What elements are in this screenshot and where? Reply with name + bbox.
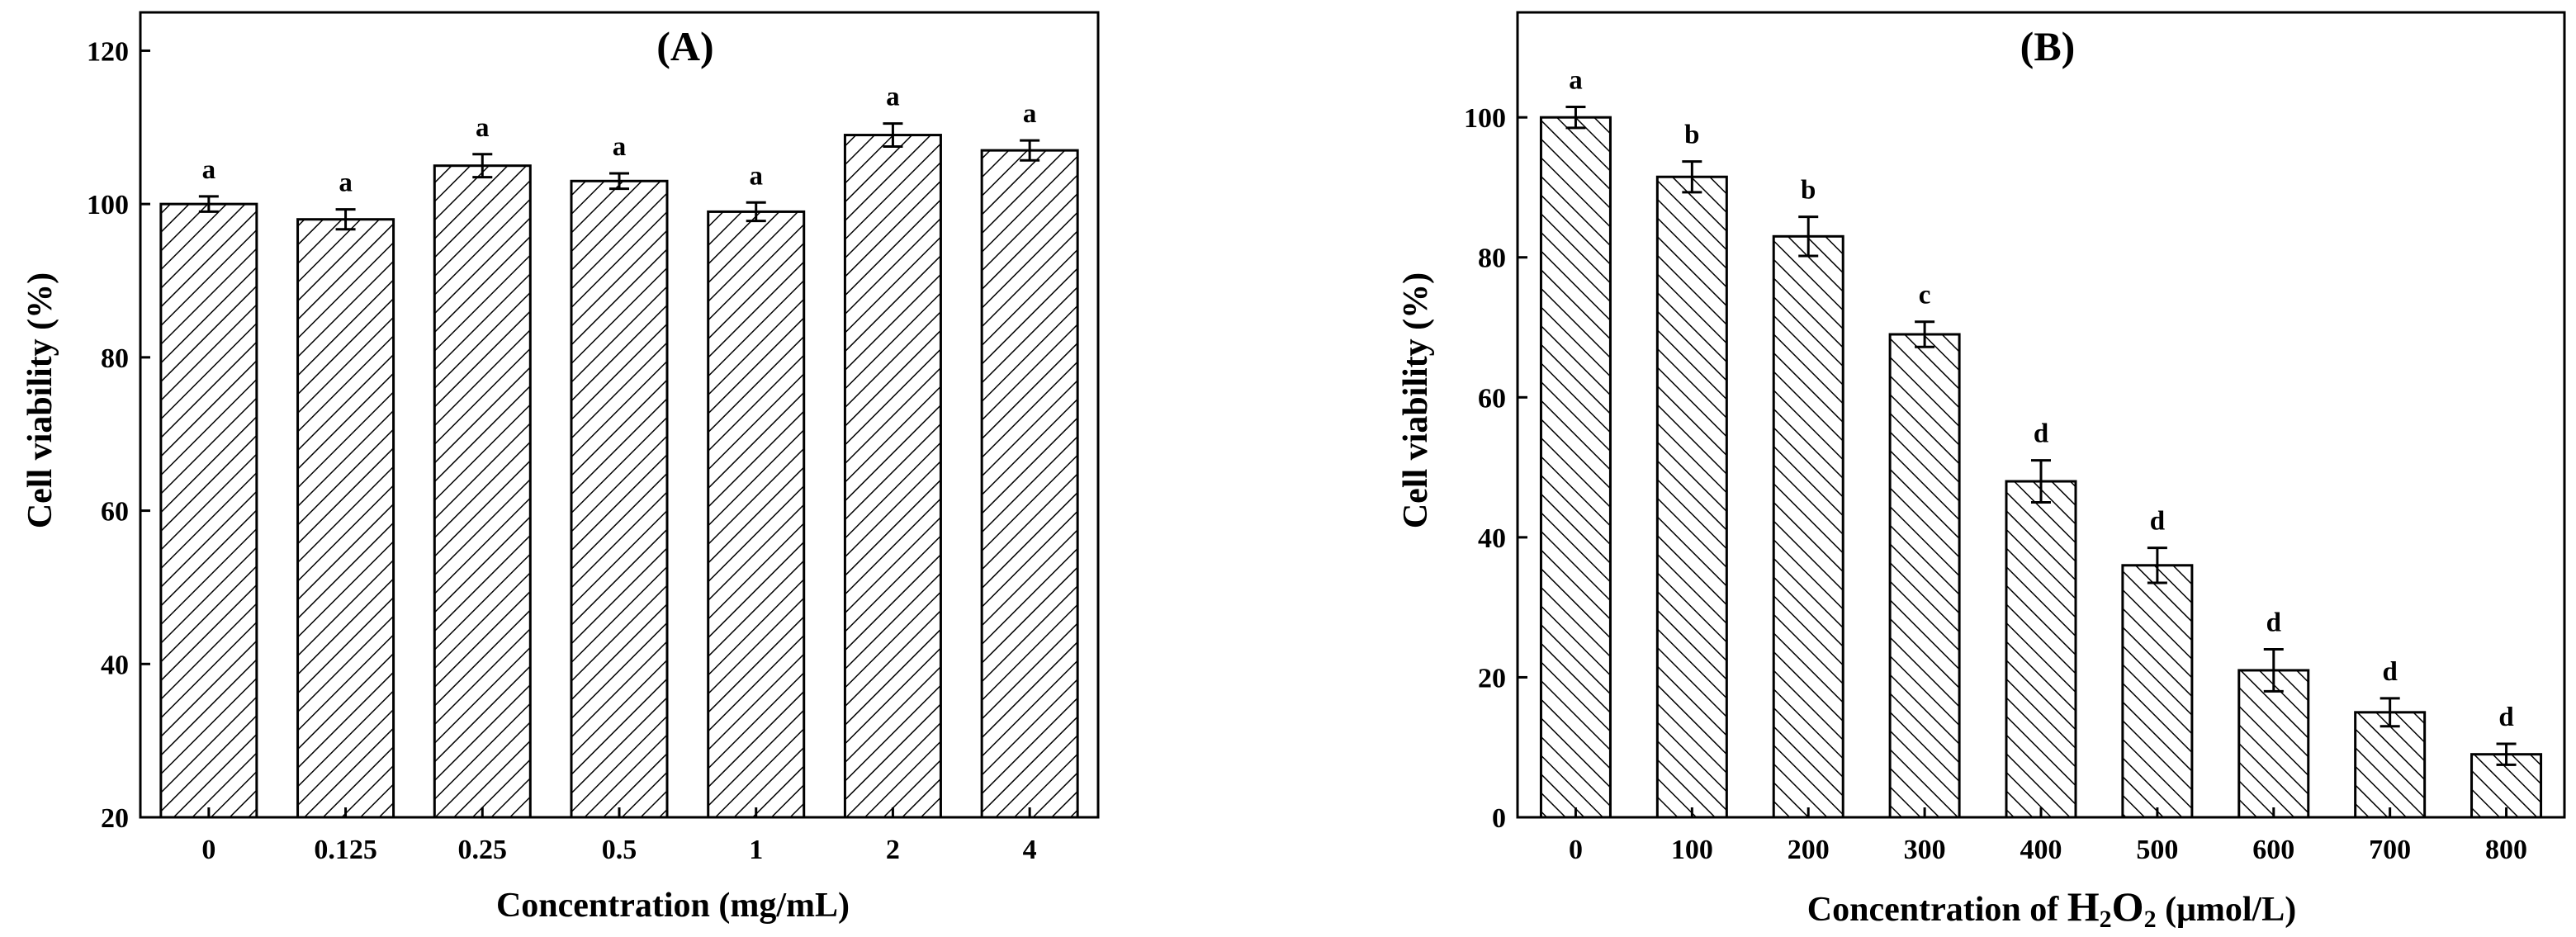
chart-a-x-tick-label: 0.25 [458,835,508,865]
chart-a-x-tick-label: 2 [886,835,900,865]
chart-b-x-axis: 0 100 200 300 400 500 600 700 800 [1569,807,2527,865]
chart-a-x-tick-label: 0.125 [314,835,377,865]
chart-b-significance-label: d [2034,419,2048,449]
chart-b-y-tick-label: 0 [1492,803,1506,834]
chart-a-y-axis: 20 40 60 80 100 120 [87,36,150,834]
chart-a-y-tick-label: 60 [101,497,129,528]
chart-b-x-axis-title-sub1: 2 [2100,906,2112,933]
chart-a-title: (A) [656,23,713,69]
chart-b-bar [1772,234,1844,819]
chart-b-significance-label: d [2382,657,2397,687]
chart-b-y-tick-label: 100 [1464,103,1506,134]
chart-a-x-tick-label: 0.5 [602,835,637,865]
chart-a-significance-label: a [613,132,627,162]
chart-b-x-tick-label: 400 [2020,835,2062,865]
chart-a-bar [570,179,669,819]
chart-b-y-tick-label: 60 [1478,383,1506,414]
chart-b-significance-label: a [1569,65,1583,95]
chart-b-x-axis-title-suffix: (μmol/L) [2157,891,2297,929]
chart-b-bar [1888,333,1961,819]
chart-b-y-tick-label: 80 [1478,244,1506,274]
chart-a-significance-label: a [1023,99,1037,129]
chart-b-x-tick-label: 600 [2252,835,2294,865]
chart-b-x-tick-label: 300 [1904,835,1946,865]
chart-a-y-tick-label: 80 [101,343,129,374]
chart-b-significance-label: c [1919,281,1931,310]
chart-a-bars: a a a a a a a [159,83,1079,819]
chart-b-bar [2121,564,2194,819]
chart-a-x-tick-label: 0 [201,835,215,865]
chart-a-bar [159,202,258,819]
chart-b-bar [1655,175,1728,819]
chart-b-y-tick-label: 20 [1478,663,1506,693]
chart-b-significance-label: d [2266,608,2281,638]
chart-b-significance-label: d [2498,703,2513,732]
chart-a-y-tick-label: 40 [101,650,129,680]
chart-a-bar [707,210,806,819]
chart-b: 0 20 40 60 80 100 a b b c d d d d d 0 100 200 300 400 500 6… [1397,11,2566,933]
chart-a-significance-label: a [476,113,490,143]
chart-b-bar [2005,480,2077,819]
chart-a-x-axis: 0 0.125 0.25 0.5 1 2 4 [201,807,1037,865]
chart-b-x-tick-label: 100 [1671,835,1713,865]
chart-b-x-axis-title-sub2: 2 [2144,906,2157,933]
chart-a-bar [980,149,1079,819]
chart-b-x-tick-label: 800 [2485,835,2527,865]
chart-b-x-tick-label: 0 [1569,835,1583,865]
chart-b-title: (B) [2020,23,2076,69]
chart-a-bar [843,134,942,819]
chart-b-bars: a b b c d d d d d [1539,65,2543,819]
chart-a-x-tick-label: 4 [1023,835,1037,865]
chart-a-x-axis-title: Concentration (mg/mL) [496,887,850,925]
chart-a-bar [296,218,395,819]
chart-a-x-tick-label: 1 [749,835,763,865]
chart-b-y-axis-title: Cell viability (%) [1397,272,1435,528]
chart-a-y-axis-title: Cell viability (%) [21,272,59,528]
chart-a-y-tick-label: 20 [101,803,129,834]
chart-b-x-axis-title-prefix: Concentration of [1807,891,2067,929]
chart-b-x-tick-label: 700 [2369,835,2411,865]
chart-a-significance-label: a [202,155,216,185]
chart-a-significance-label: a [749,161,763,191]
chart-b-bar [2354,711,2427,819]
chart-a-significance-label: a [339,168,353,198]
chart-b-y-tick-label: 40 [1478,523,1506,554]
chart-b-x-tick-label: 200 [1788,835,1830,865]
chart-b-significance-label: b [1801,176,1816,206]
chart-b-bar [1539,116,1612,819]
chart-a-bar [433,164,532,819]
chart-a-y-tick-label: 120 [87,36,129,67]
chart-b-x-axis-title: Concentration of H2O2 (μmol/L) [1807,883,2296,933]
chart-a-significance-label: a [886,83,900,112]
chart-b-significance-label: b [1684,121,1699,150]
chart-b-x-tick-label: 500 [2136,835,2178,865]
chart-a-y-tick-label: 100 [87,190,129,220]
chart-b-x-axis-title-h: H [2067,883,2100,930]
chart-b-significance-label: d [2150,507,2165,537]
chart-b-x-axis-title-o: O [2112,883,2144,930]
chart-b-y-axis: 0 20 40 60 80 100 [1464,103,1527,834]
